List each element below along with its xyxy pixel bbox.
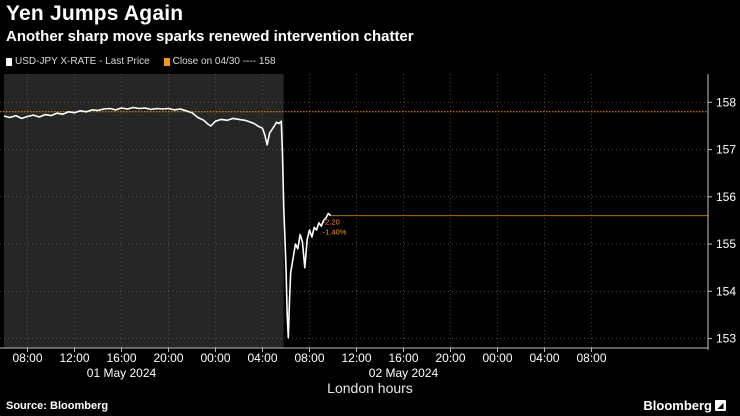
- legend-item-close: Close on 04/30 ---- 158: [163, 56, 276, 67]
- x-tick-label: 00:00: [200, 351, 230, 365]
- y-tick-label: 154: [716, 284, 736, 298]
- x-date-label: 01 May 2024: [87, 366, 157, 380]
- x-tick-label: 16:00: [106, 351, 136, 365]
- y-tick-label: 155: [716, 237, 736, 251]
- legend-label-close: Close on 04/30 ---- 158: [172, 56, 276, 67]
- legend-label-last-price: USD-JPY X-RATE - Last Price: [15, 56, 150, 67]
- x-tick-label: 08:00: [294, 351, 324, 365]
- brand-label: Bloomberg: [643, 398, 712, 413]
- x-tick-label: 16:00: [388, 351, 418, 365]
- source-note: Source: Bloomberg: [6, 400, 109, 412]
- series-line-usdjpy: [3, 106, 332, 339]
- y-tick-label: 157: [716, 143, 736, 157]
- chart-subtitle: Another sharp move sparks renewed interv…: [6, 28, 414, 45]
- change-annotation: -1.40%: [323, 228, 347, 237]
- legend-swatch-close: [163, 57, 170, 66]
- chart-title: Yen Jumps Again: [6, 2, 184, 25]
- y-tick-label: 158: [716, 95, 736, 109]
- x-tick-label: 08:00: [576, 351, 606, 365]
- x-tick-label: 08:00: [12, 351, 42, 365]
- brand-icon: ◢: [715, 400, 726, 411]
- brand-logo: Bloomberg ◢: [643, 398, 726, 413]
- y-tick-label: 153: [716, 332, 736, 346]
- x-axis-title: London hours: [327, 380, 413, 396]
- y-tick-label: 156: [716, 190, 736, 204]
- x-tick-label: 04:00: [247, 351, 277, 365]
- x-date-label: 02 May 2024: [369, 366, 439, 380]
- x-tick-label: 00:00: [482, 351, 512, 365]
- x-tick-label: 20:00: [153, 351, 183, 365]
- change-annotation: -2.20: [323, 218, 340, 227]
- legend-swatch-last-price: [6, 57, 12, 66]
- x-tick-label: 12:00: [59, 351, 89, 365]
- x-tick-label: 04:00: [529, 351, 559, 365]
- x-tick-label: 12:00: [341, 351, 371, 365]
- legend-item-last-price: USD-JPY X-RATE - Last Price: [6, 56, 150, 67]
- x-tick-label: 20:00: [435, 351, 465, 365]
- chart-legend: USD-JPY X-RATE - Last Price Close on 04/…: [6, 56, 276, 67]
